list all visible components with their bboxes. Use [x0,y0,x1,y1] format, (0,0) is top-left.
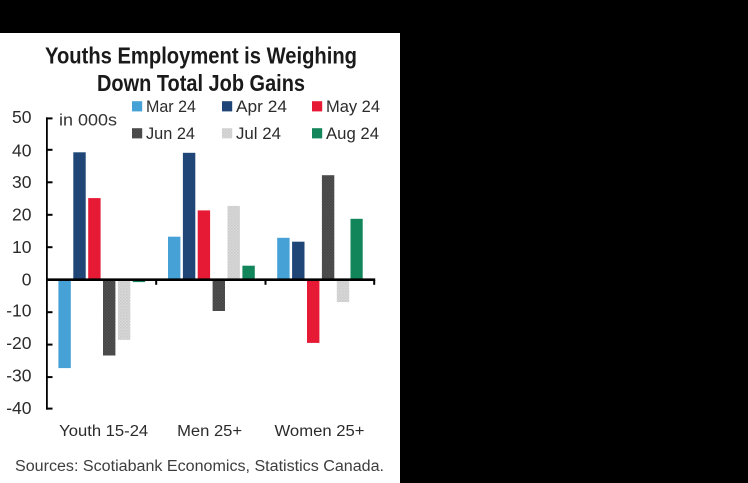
svg-text:30: 30 [12,172,32,192]
svg-text:50: 50 [12,107,32,127]
svg-text:-30: -30 [6,366,32,386]
svg-text:Down Total Job Gains: Down Total Job Gains [97,70,305,96]
svg-text:-40: -40 [6,398,32,418]
svg-text:-20: -20 [6,333,32,353]
svg-text:0: 0 [22,270,32,290]
svg-text:10: 10 [12,237,32,257]
svg-text:-10: -10 [6,301,32,321]
svg-text:40: 40 [12,140,32,160]
svg-text:May 24: May 24 [326,97,380,116]
svg-text:Apr 24: Apr 24 [236,97,287,116]
svg-text:Men 25+: Men 25+ [177,423,242,440]
svg-text:Aug 24: Aug 24 [326,124,379,143]
svg-text:Jun 24: Jun 24 [146,124,195,143]
svg-text:Youth 15-24: Youth 15-24 [59,423,148,440]
svg-text:20: 20 [12,205,32,225]
svg-text:Women 25+: Women 25+ [275,423,365,440]
svg-text:in 000s: in 000s [59,111,117,130]
svg-text:Mar 24: Mar 24 [146,97,196,116]
svg-text:Youths Employment is Weighing: Youths Employment is Weighing [45,43,357,69]
svg-text:Sources: Scotiabank Economics,: Sources: Scotiabank Economics, Statistic… [15,458,384,475]
svg-text:Jul 24: Jul 24 [236,124,281,143]
